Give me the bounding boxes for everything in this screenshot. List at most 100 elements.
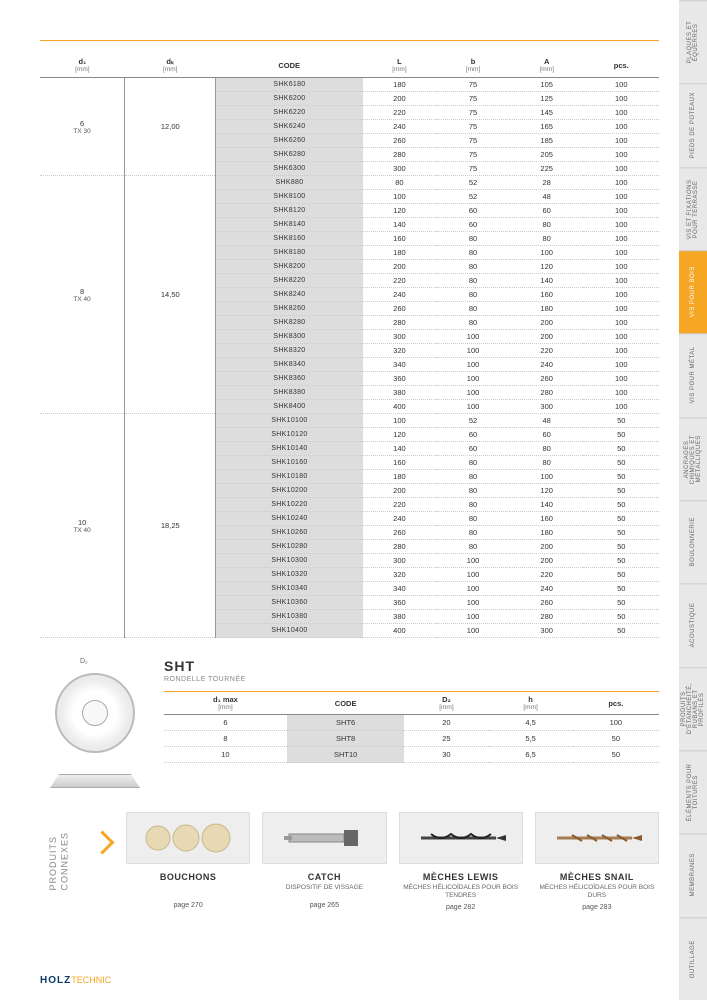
sidebar-tab-9[interactable]: ÉLÉMENTS POUR TOITURES: [679, 750, 707, 833]
sht-cell: 8: [164, 731, 287, 747]
sht-cell: 10: [164, 747, 287, 763]
cell-b: 80: [436, 274, 510, 288]
cell-A: 48: [510, 190, 584, 204]
cell-A: 80: [510, 218, 584, 232]
cell-b: 80: [436, 232, 510, 246]
cell-pcs: 100: [583, 232, 659, 246]
cell-b: 80: [436, 456, 510, 470]
sidebar-tab-7[interactable]: ACOUSTIQUE: [679, 583, 707, 666]
cell-A: 125: [510, 92, 584, 106]
cell-code: SHK10320: [216, 568, 363, 582]
cell-A: 200: [510, 316, 584, 330]
product-page: page 270: [126, 902, 250, 909]
cell-code: SHK8400: [216, 400, 363, 414]
cell-A: 260: [510, 372, 584, 386]
product-page: page 282: [399, 904, 523, 911]
cell-code: SHK10280: [216, 540, 363, 554]
cell-A: 220: [510, 344, 584, 358]
sht-col: h[mm]: [489, 692, 573, 715]
sht-cell: 30: [404, 747, 488, 763]
cell-L: 140: [363, 442, 437, 456]
sidebar-tab-8[interactable]: PRODUITS D'ÉTANCHÉITÉ, RUBANS ET PROFILÉ…: [679, 667, 707, 750]
sht-cell: 6: [164, 715, 287, 731]
cell-code: SHK8380: [216, 386, 363, 400]
cell-pcs: 100: [583, 92, 659, 106]
sidebar-tab-3[interactable]: VIS POUR BOIS: [679, 250, 707, 333]
cell-b: 80: [436, 302, 510, 316]
cell-L: 220: [363, 106, 437, 120]
cell-code: SHK6220: [216, 106, 363, 120]
cell-pcs: 50: [583, 512, 659, 526]
cell-b: 100: [436, 400, 510, 414]
cell-b: 100: [436, 330, 510, 344]
cell-b: 80: [436, 498, 510, 512]
cell-pcs: 100: [583, 288, 659, 302]
related-product[interactable]: CATCHDISPOSITIF DE VISSAGEpage 265: [262, 812, 386, 911]
cell-code: SHK10100: [216, 414, 363, 428]
cell-pcs: 50: [583, 484, 659, 498]
sidebar-tab-1[interactable]: PIEDS DE POTEAUX: [679, 83, 707, 166]
cell-L: 240: [363, 120, 437, 134]
cell-L: 380: [363, 386, 437, 400]
sht-cell: 100: [573, 715, 659, 731]
cell-b: 100: [436, 358, 510, 372]
sidebar-tab-10[interactable]: MEMBRANES: [679, 833, 707, 916]
product-subtitle: MÈCHES HÉLICOÏDALES POUR BOIS TENDRES: [399, 884, 523, 900]
cell-code: SHK10260: [216, 526, 363, 540]
sidebar-tab-11[interactable]: OUTILLAGE: [679, 917, 707, 1000]
cell-L: 240: [363, 512, 437, 526]
cell-b: 80: [436, 540, 510, 554]
cell-A: 300: [510, 624, 584, 638]
cell-code: SHK8260: [216, 302, 363, 316]
sht-cell: SHT10: [287, 747, 404, 763]
cell-L: 300: [363, 554, 437, 568]
cell-code: SHK8360: [216, 372, 363, 386]
sidebar-tab-4[interactable]: VIS POUR MÉTAL: [679, 333, 707, 416]
cell-b: 100: [436, 624, 510, 638]
cell-code: SHK6260: [216, 134, 363, 148]
cell-L: 320: [363, 568, 437, 582]
sidebar-tab-2[interactable]: VIS ET FIXATIONS POUR TERRASSE: [679, 167, 707, 250]
cell-code: SHK6200: [216, 92, 363, 106]
cell-A: 260: [510, 596, 584, 610]
cell-code: SHK10240: [216, 512, 363, 526]
table-row: 10TX 4018,25SHK10100100524850: [40, 414, 659, 428]
product-image-lewis-icon: [399, 812, 523, 864]
cell-pcs: 100: [583, 316, 659, 330]
main-spec-table: d₁[mm]dₖ[mm]CODEL[mm]b[mm]A[mm]pcs. 6TX …: [40, 53, 659, 638]
cell-code: SHK10160: [216, 456, 363, 470]
sht-row: 8SHT8255,550: [164, 731, 659, 747]
cell-L: 180: [363, 470, 437, 484]
group-dk: 12,00: [125, 78, 216, 176]
cell-pcs: 50: [583, 554, 659, 568]
cell-A: 300: [510, 400, 584, 414]
sidebar-tab-0[interactable]: PLAQUES ET ÉQUERRES: [679, 0, 707, 83]
sidebar-tab-6[interactable]: BOULONNERIE: [679, 500, 707, 583]
product-image-catch-icon: [262, 812, 386, 864]
cell-pcs: 100: [583, 358, 659, 372]
cell-code: SHK880: [216, 176, 363, 190]
cell-L: 300: [363, 330, 437, 344]
related-product[interactable]: BOUCHONSpage 270: [126, 812, 250, 911]
related-product[interactable]: MÈCHES SNAILMÈCHES HÉLICOÏDALES POUR BOI…: [535, 812, 659, 911]
product-title: CATCH: [262, 872, 386, 882]
cell-L: 100: [363, 414, 437, 428]
cell-A: 240: [510, 582, 584, 596]
sht-col: d₁ max[mm]: [164, 692, 287, 715]
cell-A: 140: [510, 498, 584, 512]
cell-code: SHK10380: [216, 610, 363, 624]
sidebar-tab-5[interactable]: ANCRAGES CHIMIQUES ET MÉTALLIQUES: [679, 417, 707, 500]
cell-code: SHK10360: [216, 596, 363, 610]
cell-b: 75: [436, 162, 510, 176]
cell-pcs: 50: [583, 526, 659, 540]
sht-col: D₂[mm]: [404, 692, 488, 715]
cell-pcs: 100: [583, 218, 659, 232]
cell-L: 260: [363, 302, 437, 316]
cell-pcs: 100: [583, 246, 659, 260]
cell-pcs: 100: [583, 190, 659, 204]
cell-L: 340: [363, 582, 437, 596]
related-product[interactable]: MÈCHES LEWISMÈCHES HÉLICOÏDALES POUR BOI…: [399, 812, 523, 911]
cell-A: 160: [510, 288, 584, 302]
cell-b: 75: [436, 92, 510, 106]
cell-A: 60: [510, 204, 584, 218]
